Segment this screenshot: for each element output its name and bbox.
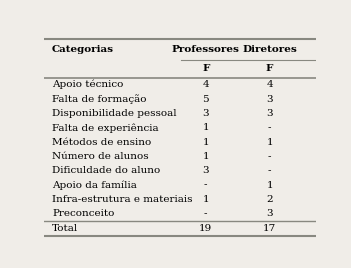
- Text: 1: 1: [203, 195, 209, 204]
- Text: -: -: [268, 152, 271, 161]
- Text: 3: 3: [203, 109, 209, 118]
- Text: Total: Total: [52, 224, 78, 233]
- Text: 3: 3: [266, 95, 273, 103]
- Text: 1: 1: [266, 181, 273, 190]
- Text: Categorias: Categorias: [52, 45, 114, 54]
- Text: 3: 3: [203, 166, 209, 175]
- Text: -: -: [204, 181, 207, 190]
- Text: 1: 1: [203, 123, 209, 132]
- Text: Preconceito: Preconceito: [52, 209, 114, 218]
- Text: Apoio da família: Apoio da família: [52, 180, 137, 190]
- Text: F: F: [202, 64, 210, 73]
- Text: 3: 3: [266, 109, 273, 118]
- Text: Disponibilidade pessoal: Disponibilidade pessoal: [52, 109, 177, 118]
- Text: Número de alunos: Número de alunos: [52, 152, 149, 161]
- Text: 19: 19: [199, 224, 212, 233]
- Text: Professores: Professores: [172, 45, 240, 54]
- Text: 17: 17: [263, 224, 276, 233]
- Text: Falta de experiência: Falta de experiência: [52, 123, 159, 132]
- Text: 4: 4: [203, 80, 209, 89]
- Text: Métodos de ensino: Métodos de ensino: [52, 137, 151, 147]
- Text: Apoio técnico: Apoio técnico: [52, 80, 124, 90]
- Text: 1: 1: [266, 137, 273, 147]
- Text: F: F: [266, 64, 273, 73]
- Text: Infra-estrutura e materiais: Infra-estrutura e materiais: [52, 195, 193, 204]
- Text: -: -: [268, 166, 271, 175]
- Text: Dificuldade do aluno: Dificuldade do aluno: [52, 166, 160, 175]
- Text: Falta de formação: Falta de formação: [52, 94, 146, 104]
- Text: -: -: [268, 123, 271, 132]
- Text: 1: 1: [203, 137, 209, 147]
- Text: Diretores: Diretores: [242, 45, 297, 54]
- Text: 5: 5: [203, 95, 209, 103]
- Text: -: -: [204, 209, 207, 218]
- Text: 2: 2: [266, 195, 273, 204]
- Text: 4: 4: [266, 80, 273, 89]
- Text: 1: 1: [203, 152, 209, 161]
- Text: 3: 3: [266, 209, 273, 218]
